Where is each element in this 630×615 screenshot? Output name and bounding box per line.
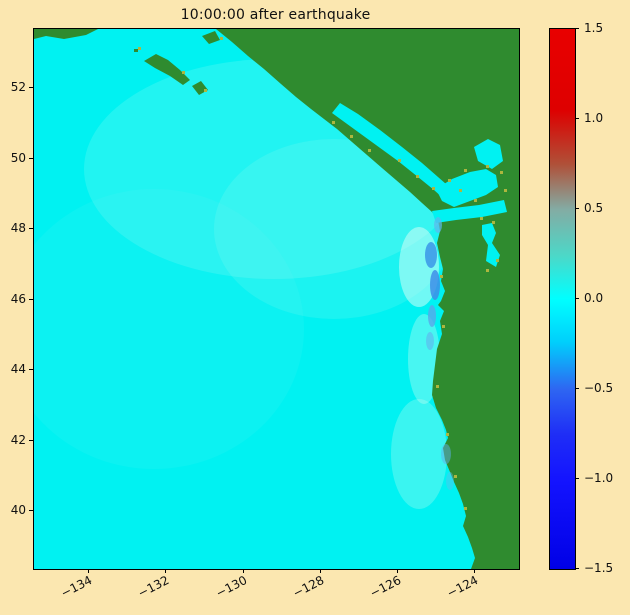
- chart-title: 10:00:00 after earthquake: [180, 7, 371, 23]
- y-tick-label: 48: [10, 221, 26, 235]
- x-tick-label: −134: [58, 573, 95, 601]
- y-tick-label: 50: [10, 151, 26, 165]
- georgia-north-basin: [474, 139, 503, 169]
- colorbar-tick: [575, 118, 579, 119]
- colorbar-tick: [575, 478, 579, 479]
- colorbar-tick-label: 0.5: [584, 201, 604, 215]
- x-tick: [474, 569, 475, 573]
- shoreline-speckles: [138, 37, 507, 510]
- colorbar-tick-label: −1.5: [584, 561, 614, 575]
- x-tick-label: −128: [290, 573, 327, 601]
- strait-of-georgia-basin: [436, 169, 498, 207]
- x-tick: [88, 569, 89, 573]
- x-tick: [165, 569, 166, 573]
- colorbar-tick: [575, 298, 579, 299]
- colorbar-tick-label: −1.0: [584, 471, 614, 485]
- x-tick-label: −126: [367, 573, 404, 601]
- x-tick: [320, 569, 321, 573]
- colorbar-tick: [575, 568, 579, 569]
- y-tick: [29, 158, 33, 159]
- colorbar-tick-label: 0.0: [584, 291, 604, 305]
- x-tick: [243, 569, 244, 573]
- landmass-mainland: [216, 29, 519, 569]
- x-tick: [397, 569, 398, 573]
- y-tick: [29, 299, 33, 300]
- colorbar-tick: [575, 28, 579, 29]
- colorbar-tick-label: −0.5: [584, 381, 614, 395]
- y-tick: [29, 510, 33, 511]
- map-canvas: [34, 29, 519, 569]
- colorbar-tick: [575, 208, 579, 209]
- x-tick-label: −132: [135, 573, 172, 601]
- colorbar-tick: [575, 388, 579, 389]
- x-tick-label: −124: [444, 573, 481, 601]
- strait-of-georgia-channel: [332, 103, 454, 199]
- colorbar-tick-label: 1.0: [584, 111, 604, 125]
- plot-area: [33, 28, 520, 570]
- y-tick-label: 42: [10, 433, 26, 447]
- y-tick-label: 52: [10, 80, 26, 94]
- x-tick-label: −130: [213, 573, 250, 601]
- negative-wave-patches: [425, 217, 454, 490]
- y-tick: [29, 369, 33, 370]
- y-tick: [29, 87, 33, 88]
- y-tick: [29, 228, 33, 229]
- strait-juan-de-fuca: [432, 200, 507, 223]
- y-tick-label: 44: [10, 362, 26, 376]
- y-tick-label: 46: [10, 292, 26, 306]
- wave-highlights: [34, 59, 464, 509]
- y-tick: [29, 440, 33, 441]
- y-tick-label: 40: [10, 503, 26, 517]
- colorbar-gradient: [549, 28, 576, 570]
- puget-sound: [482, 223, 500, 267]
- colorbar-tick-label: 1.5: [584, 21, 604, 35]
